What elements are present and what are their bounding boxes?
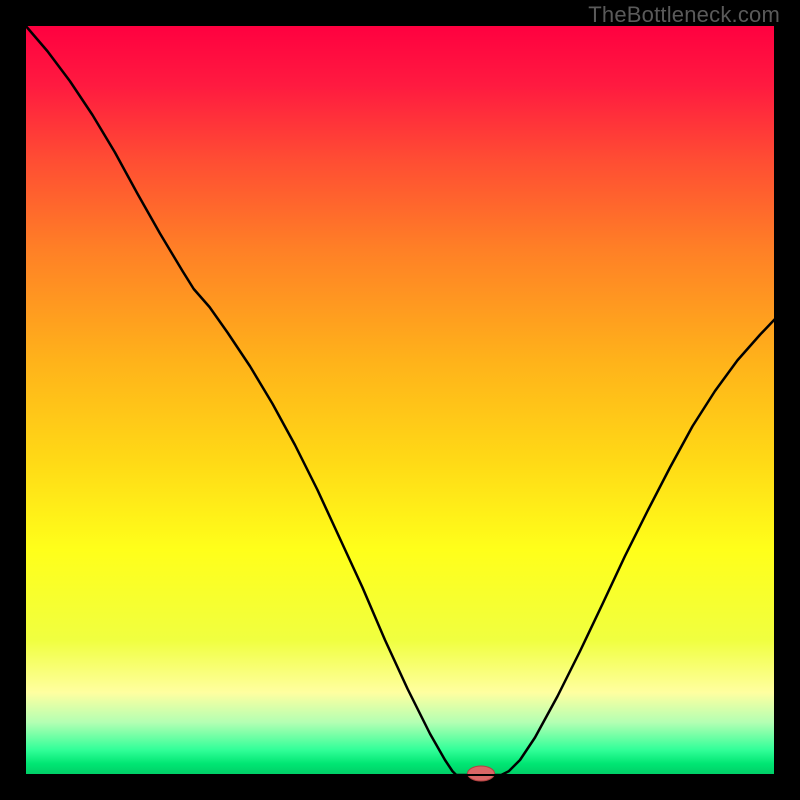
bottleneck-chart — [0, 0, 800, 800]
watermark-text: TheBottleneck.com — [588, 2, 780, 28]
plot-background — [25, 25, 775, 775]
optimum-marker — [468, 766, 495, 781]
chart-container: TheBottleneck.com — [0, 0, 800, 800]
